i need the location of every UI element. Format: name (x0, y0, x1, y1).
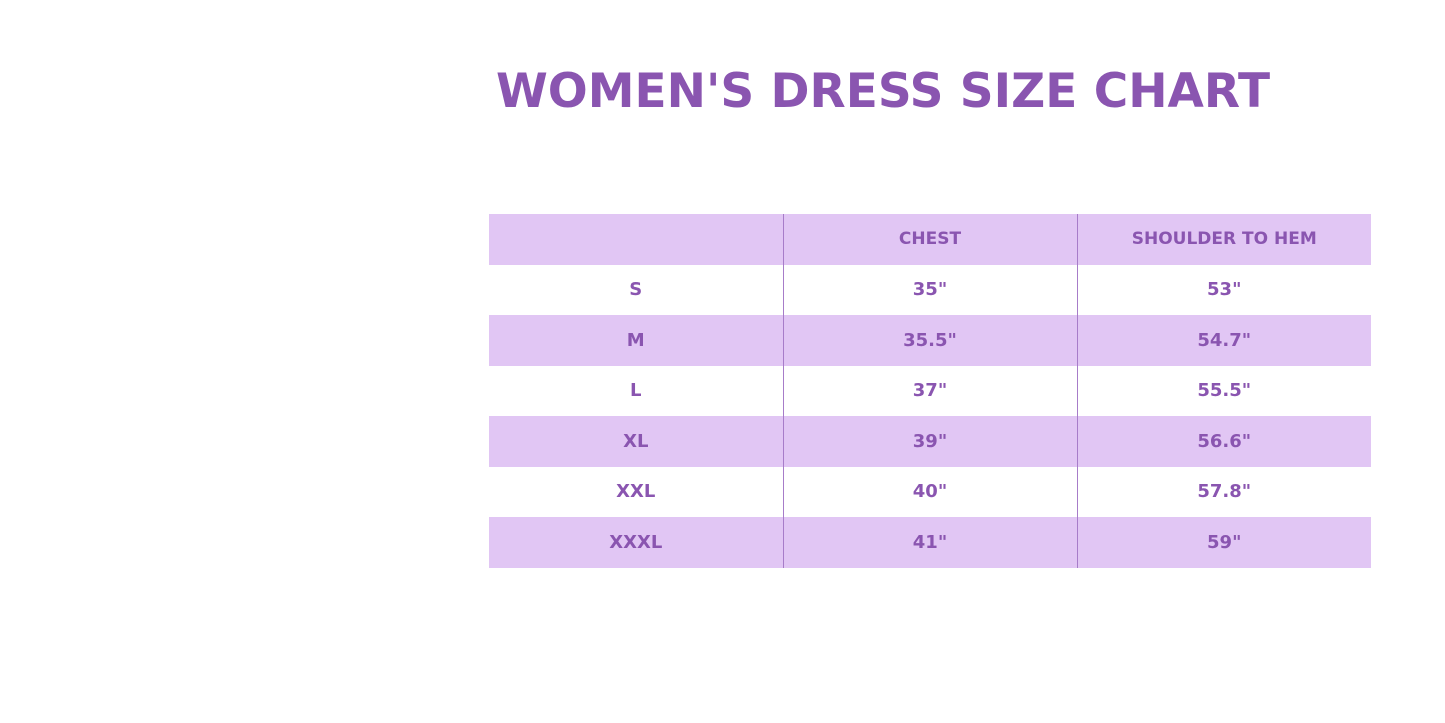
length-cell: 53" (1076, 264, 1371, 315)
size-cell: XL (489, 416, 783, 467)
table-row: M 35.5" 54.7" (489, 315, 1371, 366)
length-cell: 59" (1076, 517, 1371, 568)
header-size (489, 214, 783, 265)
table-row: XXL 40" 57.8" (489, 466, 1371, 517)
length-cell: 56.6" (1076, 416, 1371, 467)
size-chart-table: CHEST SHOULDER TO HEM S 35" 53" M 35.5" … (489, 214, 1371, 568)
table-row: S 35" 53" (489, 264, 1371, 315)
chest-cell: 40" (782, 466, 1077, 517)
chest-cell: 35" (782, 264, 1077, 315)
length-cell: 54.7" (1076, 315, 1371, 366)
length-cell: 55.5" (1076, 365, 1371, 416)
size-cell: XXL (616, 481, 656, 503)
table-row: XXXL 41" 59" (489, 517, 1371, 568)
size-cell: L (630, 380, 642, 402)
size-cell: XXXL (489, 517, 783, 568)
chest-cell: 41" (782, 517, 1077, 568)
size-cell: S (629, 279, 643, 301)
size-cell: M (489, 315, 783, 366)
chest-cell: 35.5" (782, 315, 1077, 366)
header-chest: CHEST (782, 214, 1077, 265)
chest-cell: 37" (782, 365, 1077, 416)
table-row: XL 39" 56.6" (489, 416, 1371, 467)
chest-cell: 39" (782, 416, 1077, 467)
page-title: WOMEN'S DRESS SIZE CHART (495, 64, 1271, 119)
table-row: L 37" 55.5" (489, 365, 1371, 416)
length-cell: 57.8" (1076, 466, 1371, 517)
header-shoulder-to-hem: SHOULDER TO HEM (1076, 214, 1371, 265)
header-row: CHEST SHOULDER TO HEM (489, 214, 1371, 265)
